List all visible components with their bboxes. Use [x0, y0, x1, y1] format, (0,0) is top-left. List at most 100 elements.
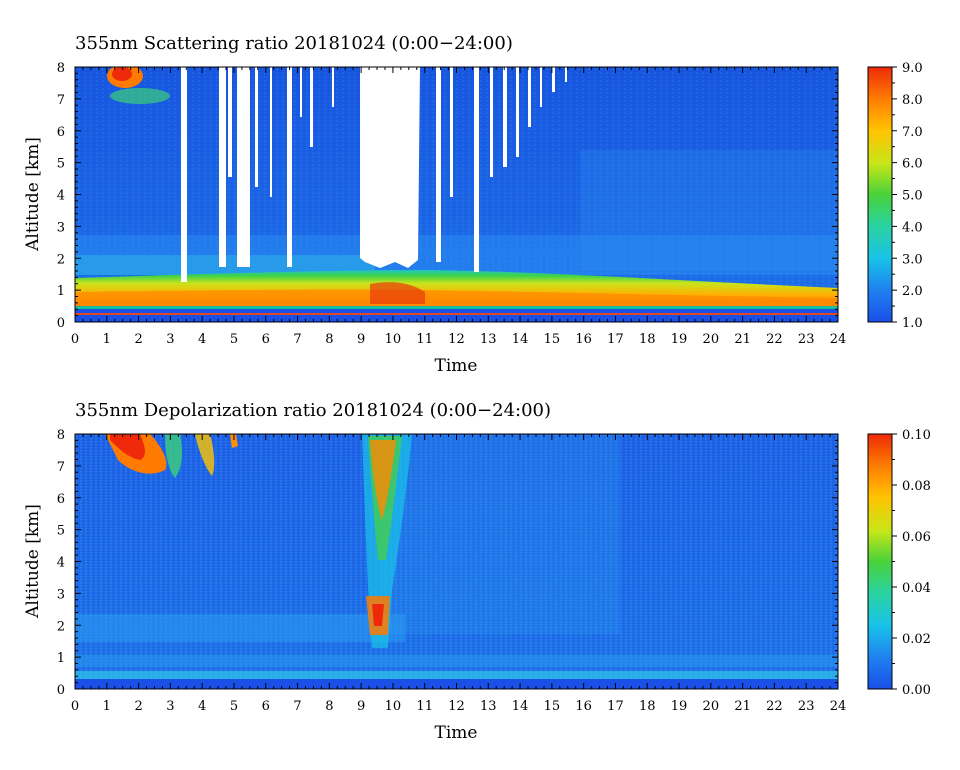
x-tick-label: 1 — [103, 699, 111, 714]
x-tick-label: 7 — [293, 332, 301, 347]
heatmap-area — [75, 434, 838, 689]
panel-depolarization: 355nm Depolarization ratio 20181024 (0:0… — [23, 400, 931, 743]
colorbar-tick-label: 0.06 — [902, 530, 931, 545]
y-tick-label: 2 — [57, 252, 65, 267]
x-tick-label: 13 — [480, 332, 497, 347]
x-tick-label: 24 — [830, 332, 847, 347]
x-tick-label: 3 — [166, 699, 174, 714]
colorbar-tick-label: 1.0 — [902, 316, 923, 331]
x-tick-label: 21 — [734, 699, 751, 714]
y-tick-label: 0 — [57, 316, 65, 331]
x-tick-label: 18 — [639, 332, 656, 347]
x-tick-label: 5 — [230, 699, 238, 714]
x-tick-label: 2 — [134, 699, 142, 714]
x-tick-label: 24 — [830, 699, 847, 714]
x-tick-label: 13 — [480, 699, 497, 714]
y-tick-label: 6 — [57, 492, 65, 507]
x-tick-label: 10 — [385, 332, 402, 347]
axis-ticks: 0 1 2 3 4 5 6 7 8 9 10 11 12 13 14 15 16 17 18 19 20 21 22 23 24… — [57, 61, 847, 347]
x-tick-label: 15 — [544, 332, 561, 347]
masked-regions — [181, 67, 567, 282]
y-tick-label: 1 — [57, 651, 65, 666]
y-tick-label: 4 — [57, 556, 65, 571]
colorbar-ticks: 0.00 0.02 0.04 0.06 0.08 0.10 — [892, 428, 931, 698]
x-tick-label: 19 — [671, 332, 688, 347]
colorbar-tick-label: 0.10 — [902, 428, 931, 443]
colorbar-tick-label: 5.0 — [902, 189, 923, 204]
x-tick-label: 19 — [671, 699, 688, 714]
colorbar-tick-label: 3.0 — [902, 252, 923, 267]
x-tick-label: 16 — [575, 332, 592, 347]
x-tick-label: 0 — [71, 699, 79, 714]
x-tick-label: 16 — [575, 699, 592, 714]
x-tick-label: 8 — [325, 699, 333, 714]
y-tick-label: 5 — [57, 157, 65, 172]
x-tick-label: 14 — [512, 332, 529, 347]
chart-title: 355nm Depolarization ratio 20181024 (0:0… — [75, 400, 551, 421]
x-axis-label: Time — [435, 723, 478, 743]
x-tick-label: 21 — [734, 332, 751, 347]
x-tick-label: 15 — [544, 699, 561, 714]
colorbar-tick-label: 9.0 — [902, 61, 923, 76]
heatmap-area — [75, 67, 838, 322]
y-tick-label: 6 — [57, 125, 65, 140]
x-axis-label: Time — [435, 356, 478, 376]
x-tick-label: 2 — [134, 332, 142, 347]
x-tick-label: 14 — [512, 699, 529, 714]
x-tick-label: 12 — [448, 332, 465, 347]
x-tick-label: 8 — [325, 332, 333, 347]
colorbar-tick-label: 4.0 — [902, 220, 923, 235]
x-tick-label: 10 — [385, 699, 402, 714]
x-tick-label: 11 — [416, 699, 433, 714]
colorbar-tick-label: 8.0 — [902, 93, 923, 108]
colorbar-tick-label: 0.02 — [902, 632, 931, 647]
colorbar-tick-label: 0.00 — [902, 683, 931, 698]
colorbar — [867, 66, 893, 323]
y-tick-label: 7 — [57, 460, 65, 475]
y-tick-label: 2 — [57, 619, 65, 634]
x-tick-label: 22 — [766, 332, 783, 347]
colorbar-tick-label: 0.04 — [902, 581, 931, 596]
y-tick-label: 8 — [57, 428, 65, 443]
colorbar-tick-label: 2.0 — [902, 284, 923, 299]
colorbar-tick-label: 6.0 — [902, 157, 923, 172]
axis-ticks: 0 1 2 3 4 5 6 7 8 9 10 11 12 13 14 15 16 17 18 19 20 21 22 23 24… — [57, 428, 847, 714]
chart-title: 355nm Scattering ratio 20181024 (0:00−24… — [75, 33, 513, 54]
x-tick-label: 1 — [103, 332, 111, 347]
y-tick-label: 0 — [57, 683, 65, 698]
x-tick-label: 23 — [798, 699, 815, 714]
x-tick-label: 11 — [416, 332, 433, 347]
x-tick-label: 20 — [703, 699, 720, 714]
x-tick-label: 5 — [230, 332, 238, 347]
colorbar — [867, 433, 893, 690]
x-tick-label: 17 — [607, 699, 624, 714]
x-tick-label: 9 — [357, 699, 365, 714]
y-tick-label: 8 — [57, 61, 65, 76]
x-tick-label: 17 — [607, 332, 624, 347]
x-tick-label: 23 — [798, 332, 815, 347]
x-tick-label: 18 — [639, 699, 656, 714]
x-tick-label: 6 — [262, 699, 270, 714]
x-tick-label: 4 — [198, 699, 206, 714]
x-tick-label: 7 — [293, 699, 301, 714]
panel-scattering: 355nm Scattering ratio 20181024 (0:00−24… — [23, 33, 923, 376]
x-tick-label: 9 — [357, 332, 365, 347]
x-tick-label: 4 — [198, 332, 206, 347]
colorbar-ticks: 1.0 2.0 3.0 4.0 5.0 6.0 7.0 8.0 9.0 — [892, 61, 923, 331]
x-tick-label: 3 — [166, 332, 174, 347]
y-tick-label: 7 — [57, 93, 65, 108]
y-tick-label: 1 — [57, 284, 65, 299]
x-tick-label: 22 — [766, 699, 783, 714]
y-tick-label: 4 — [57, 189, 65, 204]
y-tick-label: 3 — [57, 220, 65, 235]
colorbar-tick-label: 0.08 — [902, 479, 931, 494]
x-tick-label: 20 — [703, 332, 720, 347]
x-tick-label: 6 — [262, 332, 270, 347]
y-tick-label: 3 — [57, 587, 65, 602]
y-tick-label: 5 — [57, 524, 65, 539]
x-tick-label: 12 — [448, 699, 465, 714]
y-axis-label: Altitude [km] — [23, 504, 43, 619]
x-tick-label: 0 — [71, 332, 79, 347]
y-axis-label: Altitude [km] — [23, 137, 43, 252]
